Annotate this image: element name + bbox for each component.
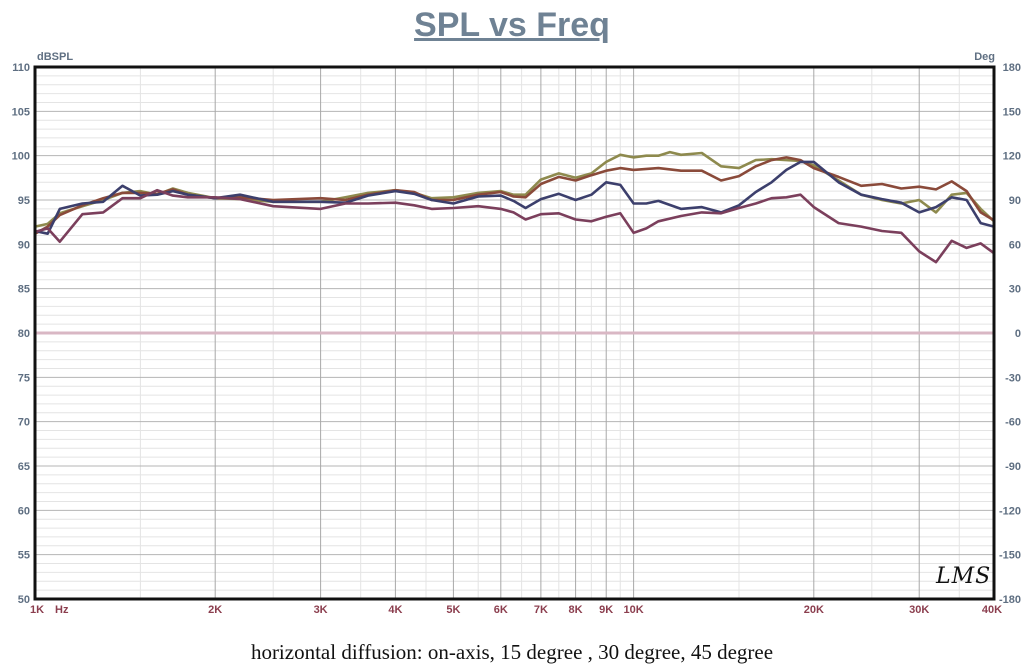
x-tick-label: 1K [30, 604, 44, 616]
lms-signature: LMS [936, 564, 992, 589]
x-tick-label: 9K [599, 604, 613, 616]
x-tick-label: 7K [534, 604, 548, 616]
y2-tick-label: 150 [1003, 106, 1021, 118]
series-group [34, 150, 995, 264]
x-tick-label: 5K [446, 604, 460, 616]
series-line-4 [34, 188, 995, 264]
chart-title: SPL vs Freq [414, 6, 610, 44]
y2-axis-labels: 180 150 120 90 60 30 0 -30 -60 -90 -120 -150 -180 Deg [974, 51, 1021, 606]
y-tick-label: 55 [18, 550, 30, 562]
y2-tick-label: -150 [999, 550, 1021, 562]
x-tick-label: 6K [494, 604, 508, 616]
y2-tick-label: 120 [1003, 151, 1021, 163]
y-tick-label: 85 [18, 284, 30, 296]
y2-tick-label: 60 [1009, 239, 1021, 251]
x-tick-label: 2K [208, 604, 222, 616]
plot-border [33, 65, 996, 601]
series-line-3 [34, 160, 995, 235]
x-tick-label: 10K [624, 604, 644, 616]
y2-tick-label: 90 [1009, 195, 1021, 207]
x-tick-label: 4K [388, 604, 402, 616]
y-tick-label: 105 [12, 106, 30, 118]
x-tick-label: 20K [804, 604, 824, 616]
y2-tick-label: -90 [1005, 461, 1021, 473]
y2-tick-label: -180 [999, 594, 1021, 606]
x-tick-label: 30K [909, 604, 929, 616]
x-unit-label: Hz [55, 604, 69, 616]
plot-frame [33, 65, 996, 601]
y2-tick-label: 0 [1015, 328, 1021, 340]
y-tick-label: 90 [18, 239, 30, 251]
y-tick-label: 50 [18, 594, 30, 606]
y-tick-label: 60 [18, 505, 30, 517]
y2-tick-label: 180 [1003, 62, 1021, 74]
y-tick-label: 95 [18, 195, 30, 207]
x-tick-label: 40K [982, 604, 1002, 616]
x-tick-label: 8K [569, 604, 583, 616]
y2-tick-label: 30 [1009, 284, 1021, 296]
y-tick-label: 80 [18, 328, 30, 340]
y2-tick-label: -30 [1005, 372, 1021, 384]
y-tick-label: 75 [18, 372, 30, 384]
y2-tick-label: -120 [999, 505, 1021, 517]
y-tick-label: 110 [12, 62, 30, 74]
y-axis-title: dBSPL [37, 51, 73, 63]
y-tick-label: 65 [18, 461, 30, 473]
chart-caption: horizontal diffusion: on-axis, 15 degree… [250, 640, 774, 664]
x-tick-label: 3K [314, 604, 328, 616]
x-axis-labels: 1K 2K 3K 4K 5K 6K 7K 8K 9K 10K 20K 30K 40K Hz [30, 604, 1002, 616]
y-tick-label: 70 [18, 417, 30, 429]
y-axis-labels: 110 105 100 95 90 85 80 75 70 65 60 55 50 dBSPL [12, 51, 74, 606]
y2-axis-title: Deg [974, 51, 995, 63]
y-tick-label: 100 [12, 151, 30, 163]
y2-tick-label: -60 [1005, 417, 1021, 429]
